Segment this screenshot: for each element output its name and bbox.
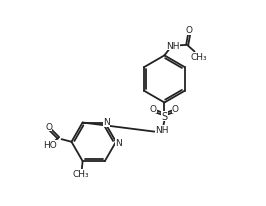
Text: NH: NH bbox=[155, 126, 169, 135]
Text: O: O bbox=[45, 122, 52, 131]
Text: NH: NH bbox=[166, 42, 180, 51]
Text: S: S bbox=[161, 112, 168, 122]
Text: O: O bbox=[186, 26, 193, 35]
Text: HO: HO bbox=[43, 141, 57, 150]
Text: CH₃: CH₃ bbox=[191, 52, 207, 61]
Text: N: N bbox=[103, 118, 110, 127]
Text: O: O bbox=[172, 105, 179, 114]
Text: N: N bbox=[115, 138, 122, 147]
Text: O: O bbox=[150, 105, 157, 114]
Text: CH₃: CH₃ bbox=[73, 169, 90, 178]
